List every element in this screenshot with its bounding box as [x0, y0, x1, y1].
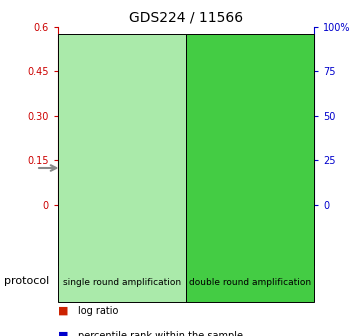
Bar	[196, 112, 219, 205]
Text: GSM4662: GSM4662	[245, 214, 255, 257]
Point	[247, 67, 253, 72]
Title: GDS224 / 11566: GDS224 / 11566	[129, 10, 243, 24]
Text: protocol: protocol	[4, 276, 49, 286]
Text: GSM4656: GSM4656	[203, 213, 212, 257]
Bar	[58, 205, 100, 265]
Text: log ratio: log ratio	[78, 306, 118, 316]
Text: GSM4657: GSM4657	[75, 213, 84, 257]
Bar	[271, 205, 314, 265]
Bar	[229, 205, 271, 265]
Bar	[238, 92, 262, 205]
Point	[162, 72, 168, 78]
Bar	[68, 145, 91, 205]
Point	[76, 74, 82, 79]
Text: double round amplification: double round amplification	[189, 278, 311, 287]
Bar	[100, 205, 143, 265]
Bar	[153, 112, 176, 205]
Text: single round amplification: single round amplification	[63, 278, 181, 287]
Text: ■: ■	[58, 306, 68, 316]
Bar	[281, 162, 304, 205]
Text: ■: ■	[58, 331, 68, 336]
Point	[204, 69, 210, 74]
Text: GSM4667: GSM4667	[160, 213, 169, 257]
Bar	[143, 205, 186, 265]
Bar	[186, 205, 229, 265]
Text: percentile rank within the sample: percentile rank within the sample	[78, 331, 243, 336]
Text: GSM4666: GSM4666	[288, 213, 297, 257]
Point	[290, 104, 296, 110]
Text: GSM4663: GSM4663	[117, 213, 126, 257]
Point	[119, 71, 125, 76]
Bar	[110, 110, 134, 205]
